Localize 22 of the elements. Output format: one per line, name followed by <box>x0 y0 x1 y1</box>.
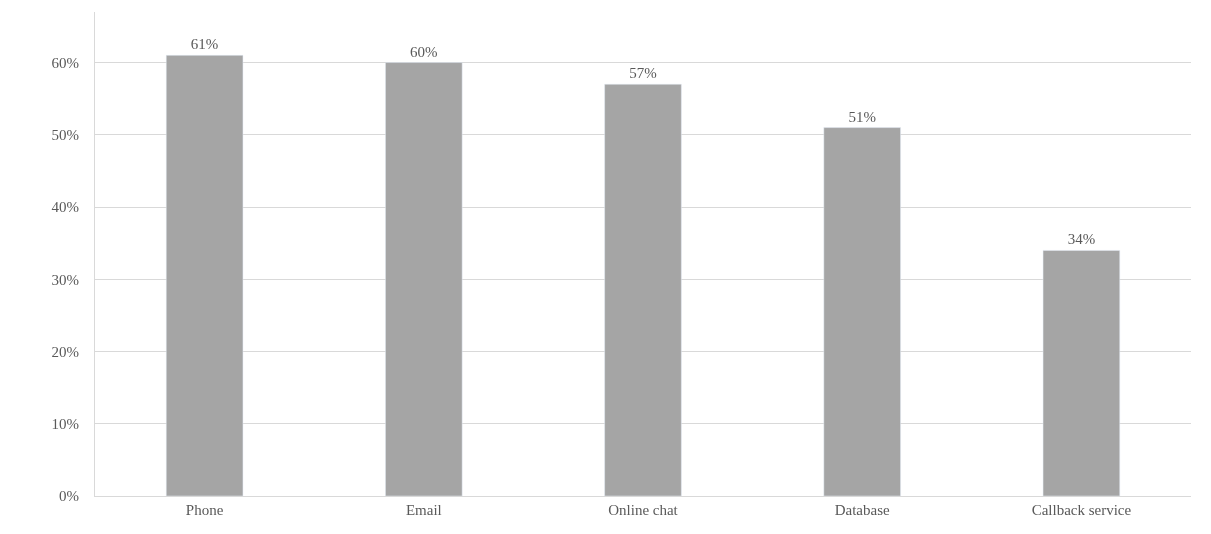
bar <box>385 62 463 496</box>
x-tick-label: Email <box>405 502 442 518</box>
bar <box>604 83 682 496</box>
data-label: 61% <box>190 36 219 53</box>
x-tick-label: Phone <box>185 502 224 518</box>
bar <box>165 55 244 496</box>
bar <box>823 127 901 496</box>
x-tick-label: Callback service <box>1031 502 1132 518</box>
y-tick-label: 0% <box>59 488 79 505</box>
bar <box>1042 250 1121 496</box>
x-tick-label: Database <box>834 502 891 518</box>
y-tick-label: 40% <box>51 199 79 216</box>
y-tick-label: 60% <box>51 54 79 71</box>
x-tick-label: Online chat <box>608 502 679 518</box>
data-label: 60% <box>410 43 438 60</box>
y-tick-label: 20% <box>51 343 79 360</box>
data-label: 34% <box>1067 231 1096 248</box>
data-label: 57% <box>629 65 657 82</box>
y-tick-label: 10% <box>51 416 79 433</box>
data-label: 51% <box>848 108 876 125</box>
y-tick-label: 30% <box>51 271 79 288</box>
y-tick-label: 50% <box>51 127 79 144</box>
